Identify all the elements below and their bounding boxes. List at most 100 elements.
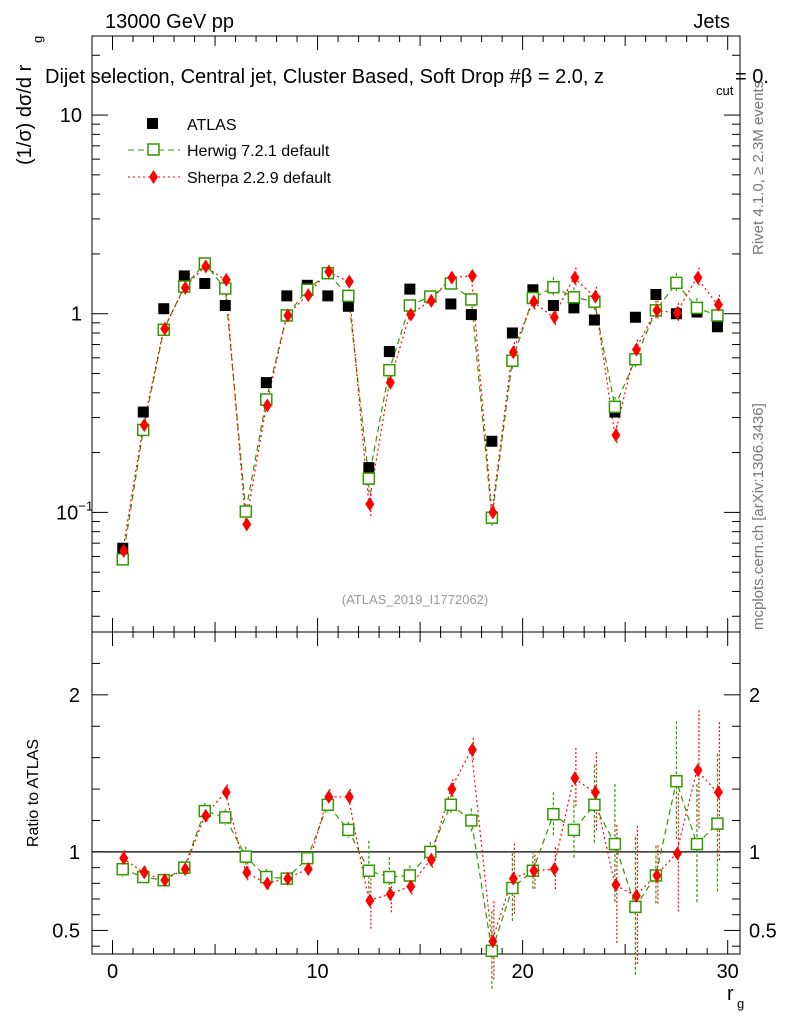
herwig-point-ratio xyxy=(670,774,683,788)
analysis-watermark: (ATLAS_2019_I1772062) xyxy=(342,592,488,607)
sherpa-point-main xyxy=(611,428,621,443)
herwig-point-main xyxy=(670,276,683,290)
sherpa-point-main xyxy=(693,270,703,285)
sherpa-point-main xyxy=(570,270,580,285)
legend-entry-herwig: Herwig 7.2.1 default xyxy=(128,143,330,160)
sherpa-point-main xyxy=(631,342,641,357)
sherpa-point-ratio xyxy=(447,782,457,797)
herwig-point-ratio xyxy=(588,798,601,812)
sherpa-point-main xyxy=(652,303,662,318)
sherpa-point-ratio xyxy=(467,742,477,757)
sherpa-point-ratio xyxy=(426,852,436,867)
herwig-point-ratio xyxy=(690,837,704,851)
x-axis-label: r g xyxy=(727,983,744,1011)
main-y-axis-label: (1/σ) dσ/d r g xyxy=(14,36,45,165)
atlas-point-main xyxy=(260,377,272,389)
atlas-point-main xyxy=(547,300,559,312)
sherpa-point-main xyxy=(242,517,252,532)
sherpa-point-main xyxy=(508,345,518,360)
atlas-point-main xyxy=(465,309,477,321)
herwig-point-main xyxy=(711,309,724,322)
sherpa-point-ratio xyxy=(549,862,559,877)
sherpa-point-main xyxy=(447,270,457,285)
sherpa-point-main xyxy=(324,264,334,279)
herwig-point-ratio xyxy=(383,870,396,884)
marks-layer xyxy=(116,257,724,991)
sherpa-point-main xyxy=(385,375,395,390)
sherpa-point-main xyxy=(590,289,600,304)
y-tick-label-ratio-left: 0.5 xyxy=(52,920,80,942)
legend-marker-sherpa xyxy=(149,170,158,184)
y-tick-label-ratio-left: 2 xyxy=(69,685,80,707)
mcplots-label: mcplots.cern.ch [arXiv:1306.3436] xyxy=(750,403,767,630)
x-tick-label: 10 xyxy=(306,961,328,983)
x-tick-label: 0 xyxy=(107,961,118,983)
herwig-line-main xyxy=(122,262,718,560)
collision-label: 13000 GeV pp xyxy=(105,11,234,33)
sherpa-point-main xyxy=(180,280,190,295)
atlas-point-main xyxy=(342,300,354,312)
ratio-y-axis-label: Ratio to ATLAS xyxy=(25,739,42,847)
atlas-point-main xyxy=(711,321,723,333)
herwig-point-ratio xyxy=(342,823,355,837)
herwig-point-ratio xyxy=(567,823,581,837)
atlas-point-main xyxy=(363,462,375,474)
title-tail: = 0. xyxy=(735,66,769,88)
title-subscript: cut xyxy=(716,83,734,98)
herwig-point-main xyxy=(383,363,396,377)
sherpa-point-ratio xyxy=(406,879,416,894)
sherpa-point-main xyxy=(221,272,231,287)
sherpa-point-ratio xyxy=(508,871,518,886)
sherpa-point-ratio xyxy=(242,865,252,880)
sherpa-point-ratio xyxy=(221,785,231,800)
atlas-point-main xyxy=(281,290,293,302)
sherpa-point-ratio xyxy=(119,851,129,866)
herwig-point-main xyxy=(362,472,376,485)
sherpa-point-ratio xyxy=(262,876,272,891)
sherpa-point-ratio xyxy=(324,789,334,804)
atlas-point-main xyxy=(158,303,170,315)
sherpa-point-ratio xyxy=(713,785,723,800)
sherpa-point-ratio xyxy=(672,846,682,861)
x-label-subscript: g xyxy=(737,996,744,1011)
sherpa-point-ratio xyxy=(488,934,498,949)
herwig-point-ratio xyxy=(116,862,130,876)
herwig-point-ratio xyxy=(301,851,314,865)
sherpa-point-main xyxy=(365,497,375,512)
herwig-point-ratio xyxy=(485,944,499,958)
sherpa-point-main xyxy=(262,398,272,413)
x-tick-label: 20 xyxy=(512,961,534,983)
atlas-point-main xyxy=(137,406,149,418)
legend: ATLAS Herwig 7.2.1 default Sherpa 2.2.9 … xyxy=(128,117,332,187)
herwig-point-ratio xyxy=(362,864,376,878)
herwig-line-ratio xyxy=(122,778,718,952)
sherpa-point-main xyxy=(467,268,477,283)
sherpa-point-ratio xyxy=(303,862,313,877)
sherpa-point-ratio xyxy=(344,789,354,804)
herwig-point-main xyxy=(547,280,560,294)
herwig-point-ratio xyxy=(629,900,642,914)
legend-marker-herwig xyxy=(147,143,160,156)
sherpa-point-ratio xyxy=(693,763,703,778)
sherpa-point-ratio xyxy=(365,893,375,908)
herwig-point-main xyxy=(608,400,622,414)
legend-label-atlas: ATLAS xyxy=(187,117,237,134)
atlas-point-main xyxy=(650,288,662,300)
atlas-point-main xyxy=(445,298,457,310)
sherpa-point-ratio xyxy=(590,785,600,800)
atlas-point-main xyxy=(568,302,580,314)
sherpa-point-main xyxy=(283,308,293,323)
y-tick-label-main: 1 xyxy=(71,304,82,326)
sherpa-point-main xyxy=(488,505,498,520)
sherpa-point-ratio xyxy=(139,865,149,880)
sherpa-line-main xyxy=(122,265,718,551)
atlas-point-main xyxy=(219,300,231,312)
atlas-point-main xyxy=(178,270,190,282)
atlas-point-main xyxy=(404,283,416,295)
atlas-point-main xyxy=(629,311,641,323)
sherpa-point-ratio xyxy=(160,873,170,888)
sherpa-point-main xyxy=(139,418,149,433)
y-tick-label-ratio-right: 2 xyxy=(749,685,760,707)
herwig-point-main xyxy=(567,291,581,304)
